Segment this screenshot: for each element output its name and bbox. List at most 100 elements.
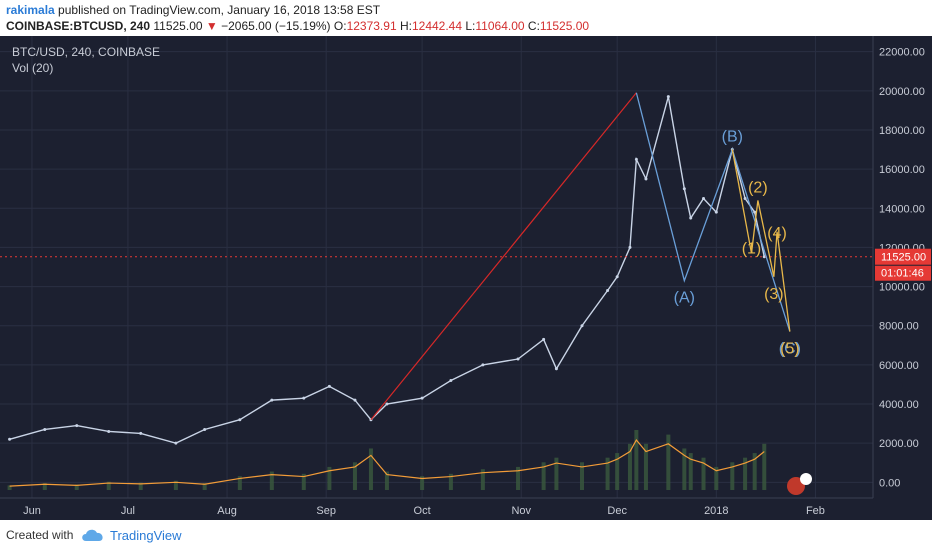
price-point bbox=[481, 363, 485, 367]
author-link[interactable]: rakimala bbox=[6, 3, 55, 17]
price-point bbox=[43, 427, 47, 431]
price-point bbox=[634, 157, 638, 161]
volume-bar bbox=[327, 466, 332, 490]
x-tick-label: Aug bbox=[217, 505, 237, 517]
y-tick-label: 4000.00 bbox=[879, 399, 919, 411]
volume-bar bbox=[688, 453, 693, 490]
volume-bar bbox=[42, 483, 47, 490]
volume-bar bbox=[202, 483, 207, 490]
price-point bbox=[628, 245, 632, 249]
y-tick-label: 16000.00 bbox=[879, 164, 925, 176]
tradingview-cloud-icon[interactable] bbox=[80, 526, 106, 544]
volume-bar bbox=[627, 443, 632, 490]
volume-bar bbox=[682, 448, 687, 490]
volume-bar bbox=[541, 462, 546, 490]
price-point bbox=[270, 398, 274, 402]
change-value: −2065.00 (−15.19%) bbox=[221, 19, 331, 33]
price-point bbox=[420, 396, 424, 400]
volume-bar bbox=[106, 481, 111, 490]
price-point bbox=[353, 398, 357, 402]
footer: Created with TradingView bbox=[0, 520, 932, 550]
x-tick-label: Nov bbox=[511, 505, 531, 517]
price-point bbox=[615, 275, 619, 279]
created-with-text: Created with bbox=[6, 528, 74, 542]
close-label: C: bbox=[527, 19, 540, 33]
volume-bar bbox=[301, 473, 306, 490]
price-point bbox=[75, 424, 79, 428]
volume-bar bbox=[420, 476, 425, 490]
volume-bar bbox=[384, 471, 389, 490]
chart-area[interactable]: 22000.00 20000.00 18000.00 16000.00 14000.00… bbox=[0, 36, 932, 520]
wave-impulse-label: (2) bbox=[748, 179, 768, 196]
x-tick-label: Jun bbox=[23, 505, 41, 517]
y-tick-label: 20000.00 bbox=[879, 86, 925, 98]
last-price-label: 11525.00 bbox=[881, 252, 926, 264]
volume-bar bbox=[634, 430, 639, 490]
price-point bbox=[606, 288, 610, 292]
low-label: L: bbox=[465, 19, 476, 33]
price-point bbox=[714, 210, 718, 214]
volume-bar bbox=[615, 453, 620, 490]
tradingview-brand[interactable]: TradingView bbox=[110, 528, 182, 543]
y-tick-label: 18000.00 bbox=[879, 125, 925, 137]
volume-ma-line bbox=[9, 438, 765, 487]
wave-abc-label: (A) bbox=[674, 290, 695, 307]
open-value: 12373.91 bbox=[346, 19, 397, 33]
price-point bbox=[107, 429, 111, 433]
symbol-label: COINBASE:BTCUSD, 240 bbox=[6, 19, 151, 33]
x-tick-label: Feb bbox=[806, 505, 825, 517]
price-value: 11525.00 bbox=[153, 19, 203, 33]
high-label: H: bbox=[399, 19, 412, 33]
volume-bar bbox=[480, 469, 485, 490]
y-tick-label: 6000.00 bbox=[879, 360, 919, 372]
price-point bbox=[449, 379, 453, 383]
y-tick-label: 22000.00 bbox=[879, 47, 925, 59]
event-badge bbox=[800, 473, 812, 485]
countdown-tag bbox=[875, 265, 931, 281]
volume-bar bbox=[516, 466, 521, 490]
wave-impulse-path bbox=[731, 149, 791, 332]
close-value: 11525.00 bbox=[539, 19, 590, 33]
price-point bbox=[743, 196, 747, 200]
price-chart[interactable]: 22000.00 20000.00 18000.00 16000.00 14000.00… bbox=[0, 36, 932, 520]
volume-bar bbox=[743, 457, 748, 490]
y-tick-label: 14000.00 bbox=[879, 203, 925, 215]
wave-impulse-label: (4) bbox=[767, 225, 787, 242]
volume-bar bbox=[138, 482, 143, 490]
price-point bbox=[174, 441, 178, 445]
chart-background bbox=[0, 36, 932, 520]
chart-header: rakimala published on TradingView.com, J… bbox=[0, 0, 932, 36]
last-price-tag bbox=[875, 248, 931, 265]
price-point bbox=[644, 177, 648, 181]
volume-bar bbox=[173, 480, 178, 490]
price-point bbox=[762, 255, 766, 259]
volume-bar bbox=[554, 457, 559, 490]
high-value: 12442.44 bbox=[411, 19, 463, 33]
volume-bar bbox=[701, 457, 706, 490]
x-tick-label: Sep bbox=[316, 505, 336, 517]
x-tick-label: 2018 bbox=[704, 505, 728, 517]
y-tick-label: 0.00 bbox=[879, 477, 900, 489]
volume-bar bbox=[237, 476, 242, 490]
volume-bar bbox=[730, 462, 735, 490]
price-point bbox=[8, 437, 12, 441]
volume-bar bbox=[74, 484, 79, 490]
countdown-label: 01:01:46 bbox=[881, 268, 924, 280]
x-tick-label: Oct bbox=[414, 505, 431, 517]
volume-bar bbox=[7, 485, 12, 490]
volume-bar bbox=[643, 443, 648, 490]
price-point bbox=[689, 216, 693, 220]
price-point bbox=[139, 431, 143, 435]
price-point bbox=[666, 95, 670, 99]
wave-abc-path bbox=[635, 92, 791, 332]
price-point bbox=[702, 196, 706, 200]
publish-line: rakimala published on TradingView.com, J… bbox=[6, 3, 380, 17]
price-point bbox=[516, 357, 520, 361]
volume-bar bbox=[580, 462, 584, 490]
price-point bbox=[327, 384, 331, 388]
y-tick-label: 2000.00 bbox=[879, 438, 919, 450]
price-point bbox=[238, 418, 242, 422]
x-tick-label: Dec bbox=[607, 505, 627, 517]
wave-abc-label: (B) bbox=[722, 129, 743, 146]
price-point bbox=[682, 187, 686, 191]
